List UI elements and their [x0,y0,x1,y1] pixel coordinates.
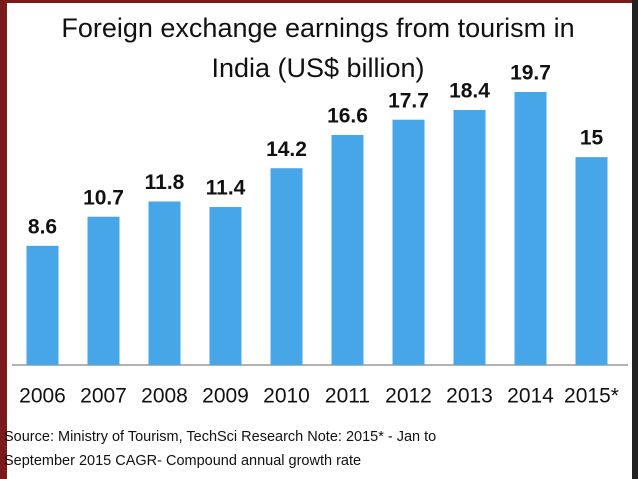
bar [87,216,120,365]
bar [270,168,303,365]
bar [514,92,547,365]
value-label: 11.8 [145,171,185,194]
value-label: 19.7 [510,62,551,85]
source-note: Source: Ministry of Tourism, TechSci Res… [4,429,436,445]
x-tick-label: 2014 [507,385,554,408]
value-label: 18.4 [449,80,490,103]
frame-left [0,0,7,479]
bar [148,201,181,365]
x-tick-label: 2008 [141,385,188,408]
value-label: 15 [580,127,604,150]
value-label: 10.7 [83,186,124,209]
value-label: 14.2 [266,138,307,161]
bar [209,207,242,365]
x-tick-label: 2013 [446,385,493,408]
x-tick-label: 2006 [19,385,66,408]
value-label: 8.6 [28,215,57,238]
x-tick-label: 2015* [564,385,619,408]
frame-right [632,0,638,479]
value-label: 16.6 [327,105,368,128]
bar [392,119,425,366]
bar [453,110,486,365]
bar [331,134,364,365]
x-tick-label: 2011 [325,385,370,408]
x-tick-label: 2010 [263,385,310,408]
bar [26,245,59,365]
frame-top [0,0,638,3]
chart-title: Foreign exchange earnings from tourism i… [61,13,574,43]
chart-title: India (US$ billion) [211,53,424,83]
x-tick-label: 2012 [385,385,432,408]
value-label: 11.4 [206,177,246,200]
source-note: September 2015 CAGR- Compound annual gro… [4,453,361,469]
x-tick-label: 2009 [202,385,249,408]
value-label: 17.7 [388,89,429,112]
bar [575,157,608,365]
x-tick-label: 2007 [80,385,127,408]
